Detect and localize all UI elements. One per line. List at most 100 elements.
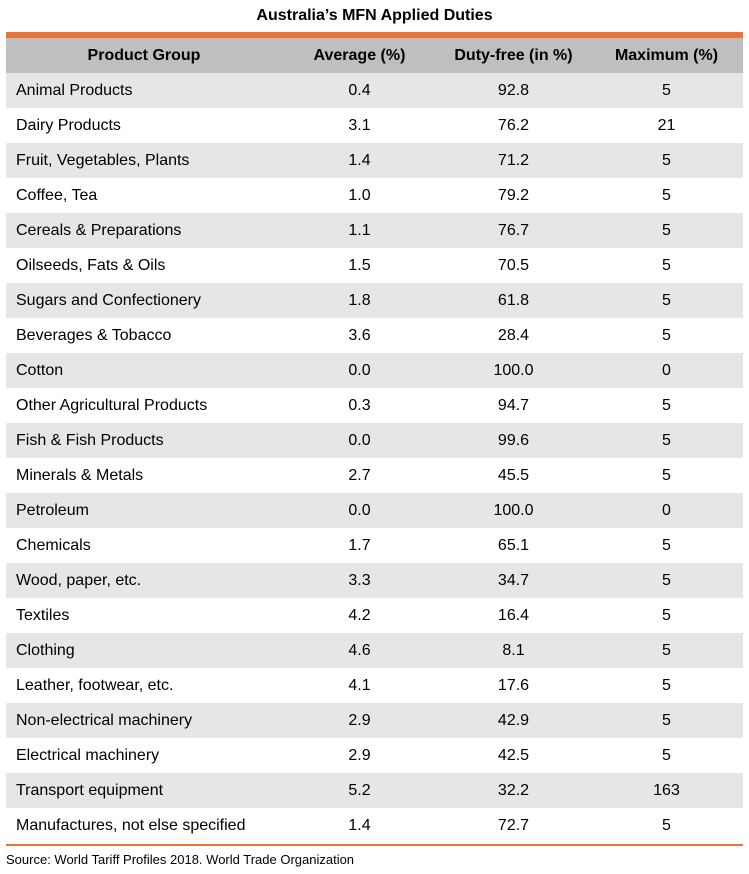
cell-product-group: Cereals & Preparations bbox=[6, 213, 282, 248]
cell-average: 1.4 bbox=[282, 808, 437, 843]
cell-duty-free: 100.0 bbox=[437, 353, 590, 388]
header-row: Product Group Average (%) Duty-free (in … bbox=[6, 38, 743, 73]
cell-duty-free: 99.6 bbox=[437, 423, 590, 458]
cell-maximum: 5 bbox=[590, 423, 743, 458]
cell-maximum: 5 bbox=[590, 528, 743, 563]
cell-duty-free: 94.7 bbox=[437, 388, 590, 423]
table-row: Animal Products 0.4 92.8 5 bbox=[6, 73, 743, 108]
table-row: Non-electrical machinery 2.9 42.9 5 bbox=[6, 703, 743, 738]
cell-product-group: Fruit, Vegetables, Plants bbox=[6, 143, 282, 178]
cell-duty-free: 70.5 bbox=[437, 248, 590, 283]
cell-average: 0.0 bbox=[282, 493, 437, 528]
cell-duty-free: 65.1 bbox=[437, 528, 590, 563]
cell-product-group: Non-electrical machinery bbox=[6, 703, 282, 738]
cell-maximum: 5 bbox=[590, 143, 743, 178]
cell-maximum: 163 bbox=[590, 773, 743, 808]
cell-product-group: Wood, paper, etc. bbox=[6, 563, 282, 598]
table-row: Oilseeds, Fats & Oils 1.5 70.5 5 bbox=[6, 248, 743, 283]
cell-maximum: 5 bbox=[590, 388, 743, 423]
cell-duty-free: 8.1 bbox=[437, 633, 590, 668]
cell-average: 3.3 bbox=[282, 563, 437, 598]
cell-maximum: 0 bbox=[590, 493, 743, 528]
cell-duty-free: 71.2 bbox=[437, 143, 590, 178]
column-header-maximum: Maximum (%) bbox=[590, 38, 743, 73]
cell-maximum: 5 bbox=[590, 178, 743, 213]
cell-average: 0.0 bbox=[282, 423, 437, 458]
cell-product-group: Fish & Fish Products bbox=[6, 423, 282, 458]
cell-duty-free: 32.2 bbox=[437, 773, 590, 808]
cell-duty-free: 17.6 bbox=[437, 668, 590, 703]
cell-average: 2.9 bbox=[282, 703, 437, 738]
cell-maximum: 5 bbox=[590, 808, 743, 843]
column-header-duty-free: Duty-free (in %) bbox=[437, 38, 590, 73]
cell-maximum: 5 bbox=[590, 213, 743, 248]
cell-product-group: Clothing bbox=[6, 633, 282, 668]
cell-average: 1.1 bbox=[282, 213, 437, 248]
cell-product-group: Cotton bbox=[6, 353, 282, 388]
cell-product-group: Transport equipment bbox=[6, 773, 282, 808]
cell-maximum: 21 bbox=[590, 108, 743, 143]
table-row: Leather, footwear, etc. 4.1 17.6 5 bbox=[6, 668, 743, 703]
column-header-average: Average (%) bbox=[282, 38, 437, 73]
cell-product-group: Oilseeds, Fats & Oils bbox=[6, 248, 282, 283]
table-row: Dairy Products 3.1 76.2 21 bbox=[6, 108, 743, 143]
table-row: Petroleum 0.0 100.0 0 bbox=[6, 493, 743, 528]
column-header-product-group: Product Group bbox=[6, 38, 282, 73]
table-row: Coffee, Tea 1.0 79.2 5 bbox=[6, 178, 743, 213]
table-row: Clothing 4.6 8.1 5 bbox=[6, 633, 743, 668]
cell-product-group: Coffee, Tea bbox=[6, 178, 282, 213]
duties-table: Product Group Average (%) Duty-free (in … bbox=[6, 38, 743, 843]
cell-average: 4.1 bbox=[282, 668, 437, 703]
cell-product-group: Other Agricultural Products bbox=[6, 388, 282, 423]
table-row: Transport equipment 5.2 32.2 163 bbox=[6, 773, 743, 808]
cell-product-group: Petroleum bbox=[6, 493, 282, 528]
table-body: Animal Products 0.4 92.8 5 Dairy Products 3.1… bbox=[6, 73, 743, 843]
table-row: Fruit, Vegetables, Plants 1.4 71.2 5 bbox=[6, 143, 743, 178]
table-row: Textiles 4.2 16.4 5 bbox=[6, 598, 743, 633]
cell-average: 1.5 bbox=[282, 248, 437, 283]
top-accent-rule bbox=[6, 32, 743, 38]
cell-average: 0.4 bbox=[282, 73, 437, 108]
table-row: Electrical machinery 2.9 42.5 5 bbox=[6, 738, 743, 773]
cell-duty-free: 16.4 bbox=[437, 598, 590, 633]
cell-average: 2.9 bbox=[282, 738, 437, 773]
cell-duty-free: 92.8 bbox=[437, 73, 590, 108]
cell-maximum: 5 bbox=[590, 318, 743, 353]
cell-average: 0.0 bbox=[282, 353, 437, 388]
cell-average: 4.2 bbox=[282, 598, 437, 633]
cell-maximum: 5 bbox=[590, 703, 743, 738]
table-row: Manufactures, not else specified 1.4 72.7 5 bbox=[6, 808, 743, 843]
cell-duty-free: 34.7 bbox=[437, 563, 590, 598]
cell-duty-free: 76.2 bbox=[437, 108, 590, 143]
table-row: Chemicals 1.7 65.1 5 bbox=[6, 528, 743, 563]
cell-average: 1.0 bbox=[282, 178, 437, 213]
cell-average: 0.3 bbox=[282, 388, 437, 423]
cell-product-group: Chemicals bbox=[6, 528, 282, 563]
cell-average: 1.8 bbox=[282, 283, 437, 318]
table-row: Beverages & Tobacco 3.6 28.4 5 bbox=[6, 318, 743, 353]
cell-maximum: 5 bbox=[590, 563, 743, 598]
cell-duty-free: 42.5 bbox=[437, 738, 590, 773]
cell-average: 1.7 bbox=[282, 528, 437, 563]
cell-duty-free: 100.0 bbox=[437, 493, 590, 528]
table-title: Australia’s MFN Applied Duties bbox=[256, 7, 493, 24]
cell-duty-free: 61.8 bbox=[437, 283, 590, 318]
cell-maximum: 5 bbox=[590, 668, 743, 703]
cell-product-group: Dairy Products bbox=[6, 108, 282, 143]
table-row: Wood, paper, etc. 3.3 34.7 5 bbox=[6, 563, 743, 598]
cell-product-group: Manufactures, not else specified bbox=[6, 808, 282, 843]
duties-table-container: Product Group Average (%) Duty-free (in … bbox=[6, 32, 743, 846]
cell-duty-free: 45.5 bbox=[437, 458, 590, 493]
cell-maximum: 5 bbox=[590, 283, 743, 318]
cell-product-group: Beverages & Tobacco bbox=[6, 318, 282, 353]
cell-average: 3.6 bbox=[282, 318, 437, 353]
cell-maximum: 5 bbox=[590, 248, 743, 283]
cell-product-group: Electrical machinery bbox=[6, 738, 282, 773]
table-row: Minerals & Metals 2.7 45.5 5 bbox=[6, 458, 743, 493]
cell-duty-free: 72.7 bbox=[437, 808, 590, 843]
cell-average: 2.7 bbox=[282, 458, 437, 493]
cell-maximum: 5 bbox=[590, 598, 743, 633]
bottom-accent-rule bbox=[6, 844, 743, 846]
table-row: Cotton 0.0 100.0 0 bbox=[6, 353, 743, 388]
cell-maximum: 5 bbox=[590, 633, 743, 668]
